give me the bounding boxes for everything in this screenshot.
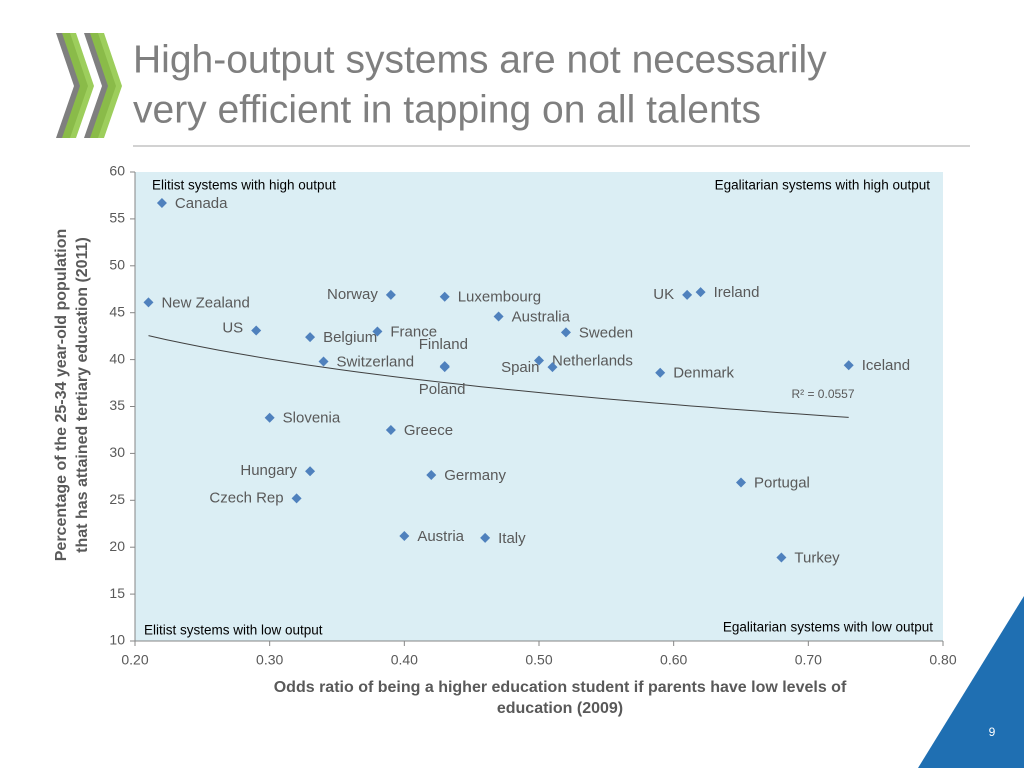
y-tick-label: 25 (109, 491, 125, 507)
point-label: Italy (498, 530, 526, 547)
point (264, 412, 275, 423)
point (439, 362, 450, 373)
point (251, 325, 262, 336)
point-label: Iceland (862, 357, 910, 374)
point (305, 466, 316, 477)
point-label: Norway (327, 286, 378, 303)
quadrant-note: Elitist systems with high output (152, 178, 336, 193)
quadrant-note: Egalitarian systems with high output (715, 178, 931, 193)
point (736, 477, 746, 488)
y-axis-label: that has attained tertiary education (20… (74, 237, 91, 553)
point (776, 552, 787, 563)
r-squared: R² = 0.0557 (791, 387, 854, 401)
point-label: Finland (419, 336, 468, 353)
point (843, 360, 854, 371)
point-label: Germany (444, 467, 506, 484)
point (372, 326, 383, 337)
corner (918, 596, 1024, 768)
x-tick-label: 0.80 (929, 652, 956, 668)
point-label: Canada (175, 195, 228, 212)
point-label: Switzerland (337, 353, 415, 370)
point (385, 289, 396, 300)
x-tick-label: 0.40 (391, 652, 418, 668)
point-label: Portugal (754, 474, 810, 491)
quadrant-note: Elitist systems with low output (144, 623, 323, 638)
point-label: US (222, 319, 243, 336)
point-label: UK (653, 286, 674, 303)
point (534, 355, 544, 366)
y-axis-label: Percentage of the 25-34 year-old populat… (53, 229, 70, 562)
point (143, 297, 154, 308)
point (682, 289, 693, 300)
point-label: Hungary (240, 462, 297, 479)
point-label: Ireland (714, 284, 760, 301)
point (399, 530, 410, 541)
y-tick-label: 15 (109, 585, 125, 601)
x-tick-label: 0.50 (525, 652, 552, 668)
x-tick-label: 0.60 (660, 652, 687, 668)
quadrant-note: Egalitarian systems with low output (723, 620, 933, 635)
point (426, 469, 437, 480)
point-label: Slovenia (283, 410, 341, 427)
point-label: Belgium (323, 329, 377, 346)
y-tick-label: 60 (109, 163, 125, 179)
point (385, 424, 396, 435)
y-tick-label: 40 (109, 350, 125, 366)
point-label: New Zealand (161, 294, 249, 311)
point-label: Denmark (673, 365, 734, 382)
x-tick-label: 0.20 (121, 652, 148, 668)
point-label: Australia (512, 308, 571, 325)
chart: 10 15 20 25 30 35 40 45 50 55 60 0.20 0.30 0.40 0.50 0.… (53, 163, 957, 718)
point (305, 332, 316, 343)
y-tick-label: 30 (109, 444, 125, 460)
y-tick-label: 45 (109, 303, 125, 319)
point-label: Netherlands (552, 353, 633, 370)
y-tick-label: 10 (109, 632, 125, 648)
plot-area (135, 172, 943, 641)
point-label: Turkey (794, 549, 840, 566)
point (480, 532, 491, 543)
point (695, 287, 706, 298)
y-tick-label: 20 (109, 538, 125, 554)
page-number: 9 (989, 725, 996, 739)
point (560, 327, 571, 338)
point-label: Sweden (579, 324, 633, 341)
title: very efficient in tapping on all talents (133, 88, 761, 131)
logo (56, 33, 122, 138)
point-label: Czech Rep (209, 489, 283, 506)
point (493, 311, 504, 322)
point-label: Poland (419, 381, 466, 398)
point (156, 197, 167, 208)
point (655, 367, 666, 378)
point-label: Greece (404, 422, 453, 439)
point (439, 291, 450, 302)
y-tick-label: 35 (109, 397, 125, 413)
point (291, 493, 302, 504)
x-tick-label: 0.30 (256, 652, 283, 668)
point-label: Luxembourg (458, 289, 541, 306)
point (547, 362, 558, 373)
x-axis-label: Odds ratio of being a higher education s… (274, 679, 847, 717)
point-label: Spain (501, 359, 539, 376)
trendline (148, 335, 849, 418)
point-label: France (390, 323, 437, 340)
x-tick-label: 0.70 (795, 652, 822, 668)
point (318, 356, 329, 367)
y-tick-label: 50 (109, 257, 125, 273)
point-label: Austria (417, 528, 464, 545)
title: High-output systems are not necessarily (133, 38, 827, 81)
y-tick-label: 55 (109, 210, 125, 226)
